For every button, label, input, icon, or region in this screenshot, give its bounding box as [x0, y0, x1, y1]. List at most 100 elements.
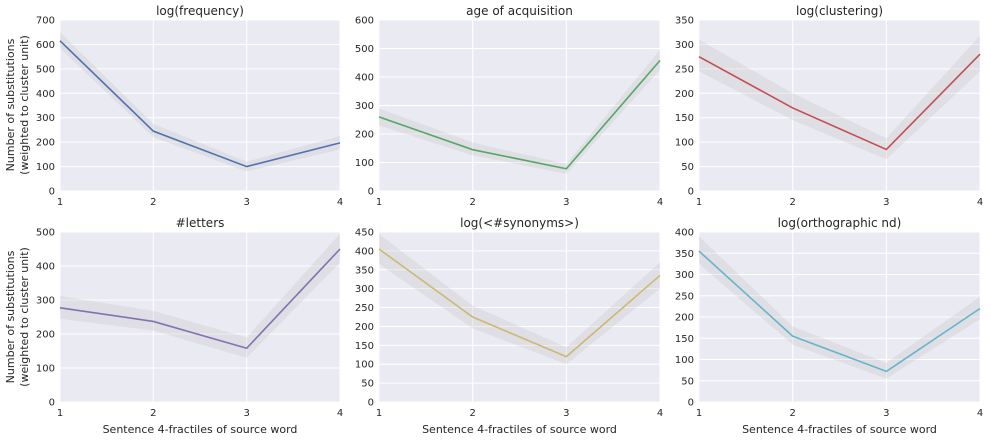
y-tick-label: 100	[36, 162, 55, 173]
y-tick-label: 200	[355, 322, 374, 333]
y-tick-label: 200	[675, 313, 694, 324]
x-tick-label: 1	[376, 197, 382, 208]
y-tick-label: 300	[675, 40, 694, 51]
chart-panel: 0 50 100 150 200 250 300 350 400 450 1 2 3 4 log(<#syn…	[355, 216, 663, 436]
y-tick-label: 0	[688, 187, 694, 198]
chart-panel: 0 50 100 150 200 250 300 350 400 1 2 3 4 log(orthogra…	[675, 216, 983, 436]
series-line	[59, 40, 341, 168]
x-tick-label: 4	[337, 408, 343, 419]
y-tick-label: 400	[355, 246, 374, 257]
y-tick-label: 100	[675, 355, 694, 366]
x-tick-label: 3	[883, 197, 889, 208]
confidence-band	[60, 233, 340, 358]
x-tick-label: 2	[150, 197, 156, 208]
y-tick-label: 200	[675, 89, 694, 100]
y-axis-label-row-2: Number of substitutions (weighted to clu…	[4, 247, 31, 387]
x-tick-label: 4	[977, 197, 983, 208]
y-axis-label-row-1: Number of substitutions (weighted to clu…	[4, 35, 31, 175]
y-tick-label: 100	[36, 364, 55, 375]
chart-title: #letters	[176, 216, 225, 230]
series-line	[59, 248, 341, 350]
y-tick-label: 100	[355, 158, 374, 169]
series-line	[378, 59, 661, 170]
chart-title: age of acquisition	[466, 4, 573, 18]
x-tick-label: 2	[789, 197, 795, 208]
y-tick-label: 400	[675, 228, 694, 239]
y-tick-label: 350	[675, 249, 694, 260]
chart-title: log(frequency)	[156, 4, 244, 18]
x-tick-label: 3	[883, 408, 889, 419]
y-tick-label: 0	[688, 398, 694, 409]
y-tick-label: 200	[36, 330, 55, 341]
series-line	[698, 53, 981, 151]
y-tick-label: 50	[361, 379, 374, 390]
chart-title: log(orthographic nd)	[778, 216, 902, 230]
y-tick-label: 600	[355, 16, 374, 27]
y-tick-label: 700	[36, 16, 55, 27]
y-tick-label: 250	[355, 303, 374, 314]
x-tick-label: 4	[657, 197, 663, 208]
x-tick-label: 2	[469, 197, 475, 208]
y-tick-label: 0	[368, 398, 374, 409]
y-tick-label: 300	[36, 113, 55, 124]
y-tick-label: 50	[681, 376, 694, 387]
x-tick-label: 3	[243, 408, 249, 419]
x-tick-label: 1	[696, 197, 702, 208]
x-tick-label: 2	[469, 408, 475, 419]
y-tick-label: 150	[675, 113, 694, 124]
y-axis-label-line-2: (weighted to cluster unit)	[18, 247, 31, 387]
y-tick-label: 600	[36, 40, 55, 51]
y-axis-label-line-2: (weighted to cluster unit)	[18, 35, 31, 175]
y-tick-label: 50	[681, 162, 694, 173]
y-tick-label: 400	[355, 73, 374, 84]
plot-area	[60, 20, 340, 191]
y-tick-label: 0	[49, 187, 55, 198]
chart-panel: 0 100 200 300 400 500 600 700 1 2 3 4 log(frequency)	[36, 4, 343, 208]
y-tick-label: 150	[355, 341, 374, 352]
y-tick-label: 300	[355, 284, 374, 295]
x-axis-label: Sentence 4-fractiles of source word	[422, 423, 617, 436]
confidence-band	[379, 233, 660, 365]
y-tick-label: 100	[355, 360, 374, 371]
x-tick-label: 4	[657, 408, 663, 419]
series-line	[378, 248, 661, 358]
y-axis-label-line-1: Number of substitutions	[4, 38, 17, 171]
x-tick-label: 3	[563, 408, 569, 419]
y-tick-label: 350	[675, 16, 694, 27]
chart-title: log(clustering)	[796, 4, 883, 18]
y-tick-label: 200	[355, 130, 374, 141]
y-tick-label: 300	[355, 101, 374, 112]
y-tick-label: 250	[675, 291, 694, 302]
x-tick-label: 2	[150, 408, 156, 419]
y-axis-label-line-1: Number of substitutions	[4, 250, 17, 383]
x-tick-label: 3	[243, 197, 249, 208]
plot-area	[60, 232, 340, 402]
chart-panel: 0 100 200 300 400 500 1 2 3 4 #letters Sentence 4-f…	[36, 216, 343, 436]
y-tick-label: 0	[368, 187, 374, 198]
series-line	[698, 250, 981, 373]
confidence-band	[60, 32, 340, 172]
plot-area	[699, 20, 980, 191]
chart-panel: 0 100 200 300 400 500 600 1 2 3 4 age of acquisitio…	[355, 4, 663, 208]
x-tick-label: 3	[563, 197, 569, 208]
x-tick-label: 1	[57, 197, 63, 208]
x-tick-label: 1	[57, 408, 63, 419]
x-tick-label: 4	[977, 408, 983, 419]
y-tick-label: 200	[36, 138, 55, 149]
chart-panel: 0 50 100 150 200 250 300 350 1 2 3 4 log(clustering)	[675, 4, 983, 208]
confidence-band	[699, 35, 980, 160]
x-tick-label: 2	[789, 408, 795, 419]
y-tick-label: 350	[355, 265, 374, 276]
y-tick-label: 450	[355, 228, 374, 239]
y-tick-label: 400	[36, 262, 55, 273]
y-tick-label: 100	[675, 138, 694, 149]
y-tick-label: 250	[675, 64, 694, 75]
x-tick-label: 4	[337, 197, 343, 208]
y-tick-label: 400	[36, 89, 55, 100]
y-tick-label: 500	[36, 64, 55, 75]
x-tick-label: 1	[696, 408, 702, 419]
y-tick-label: 0	[49, 398, 55, 409]
x-axis-label: Sentence 4-fractiles of source word	[742, 423, 937, 436]
x-tick-label: 1	[376, 408, 382, 419]
